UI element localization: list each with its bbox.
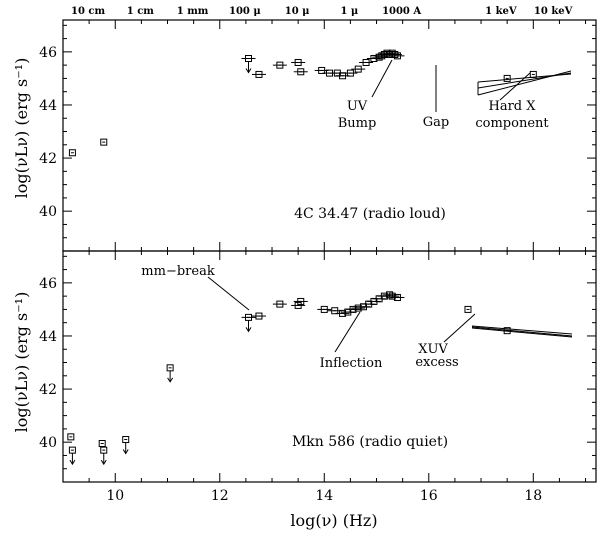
data-point — [67, 433, 75, 441]
x-tick-label: 12 — [211, 488, 229, 504]
data-point — [390, 52, 405, 60]
data-point — [291, 58, 306, 66]
y-tick-label: 46 — [39, 45, 57, 61]
xuv-label-1: XUV — [418, 342, 448, 357]
bottom-panel-frame — [62, 250, 597, 483]
data-point — [68, 446, 76, 466]
mmbreak-pointer — [207, 276, 250, 311]
gap-label: Gap — [423, 115, 449, 130]
top-axis-label: 10 cm — [71, 6, 105, 17]
data-point — [251, 70, 266, 78]
data-point — [166, 364, 174, 383]
bottom-panel-title: Mkn 586 (radio quiet) — [292, 434, 448, 450]
data-point — [272, 61, 287, 69]
top-panel-title: 4C 34.47 (radio loud) — [294, 206, 446, 222]
uv-bump-label-2: Bump — [338, 116, 377, 131]
x-tick-label: 14 — [315, 488, 333, 504]
xray-powerlaw — [471, 325, 573, 338]
bottom-y-axis-label: log(νLν) (erg s⁻¹) — [12, 292, 31, 433]
top-axis-label: 1 mm — [177, 6, 209, 17]
top-axis-label: 100 μ — [229, 6, 261, 17]
top-axis-label: 10 μ — [285, 6, 310, 17]
uv-bump-pointer — [371, 59, 393, 98]
y-tick-label: 42 — [39, 151, 57, 167]
data-point — [464, 305, 472, 313]
data-point — [293, 297, 308, 305]
x-tick-label: 18 — [524, 488, 542, 504]
y-tick-label: 42 — [39, 382, 57, 398]
data-point — [293, 68, 308, 76]
data-point — [385, 292, 400, 300]
data-point — [241, 55, 256, 74]
data-point — [100, 446, 108, 466]
inflection-pointer — [334, 311, 361, 353]
inflection-label: Inflection — [320, 356, 383, 371]
top-axis-label: 1 keV — [485, 6, 517, 17]
data-point — [100, 138, 108, 146]
bottom-annotations: mm−break Inflection XUV excess — [141, 264, 573, 371]
data-point — [351, 65, 366, 73]
top-axis-label: 10 keV — [534, 6, 573, 17]
data-point — [241, 313, 256, 333]
data-point — [98, 440, 106, 447]
data-point — [68, 149, 76, 157]
data-point — [317, 305, 332, 313]
y-tick-label: 40 — [39, 435, 57, 451]
y-tick-label: 40 — [39, 204, 57, 220]
data-marks — [67, 49, 537, 466]
y-tick-label: 44 — [39, 329, 57, 345]
data-point — [503, 74, 511, 82]
data-point — [351, 304, 366, 312]
axis-ticks: 40 42 44 46 40 42 44 46 10 12 14 16 18 — [39, 20, 596, 504]
data-point — [343, 69, 358, 77]
x-tick-label: 10 — [106, 488, 124, 504]
data-point — [346, 305, 361, 313]
x-axis-label: log(ν) (Hz) — [290, 511, 377, 530]
data-point — [335, 309, 350, 317]
top-y-axis-label: log(νLν) (erg s⁻¹) — [12, 58, 31, 199]
data-point — [529, 70, 537, 78]
top-axis-label: 1000 A — [382, 6, 421, 17]
top-axis-label: 1 μ — [340, 6, 358, 17]
data-point — [390, 293, 405, 301]
xuv-pointer — [443, 313, 476, 343]
x-tick-label: 16 — [420, 488, 438, 504]
hardx-label-1: Hard X — [488, 99, 536, 114]
hardx-label-2: component — [475, 116, 549, 131]
xuv-label-2: excess — [415, 355, 458, 370]
hardx-bowtie — [477, 70, 572, 96]
top-axis-label: 1 cm — [127, 6, 155, 17]
mmbreak-label: mm−break — [141, 264, 215, 279]
top-wavelength-axis: 10 cm 1 cm 1 mm 100 μ 10 μ 1 μ 1000 A 1 keV 10 k… — [71, 6, 573, 17]
data-point — [122, 436, 130, 455]
top-annotations: UV Bump Gap Hard X component — [338, 59, 572, 131]
y-tick-label: 46 — [39, 276, 57, 292]
uv-bump-label-1: UV — [347, 99, 368, 114]
data-point — [251, 312, 266, 320]
data-point — [359, 58, 374, 66]
data-point — [272, 300, 287, 308]
y-tick-label: 44 — [39, 98, 57, 114]
